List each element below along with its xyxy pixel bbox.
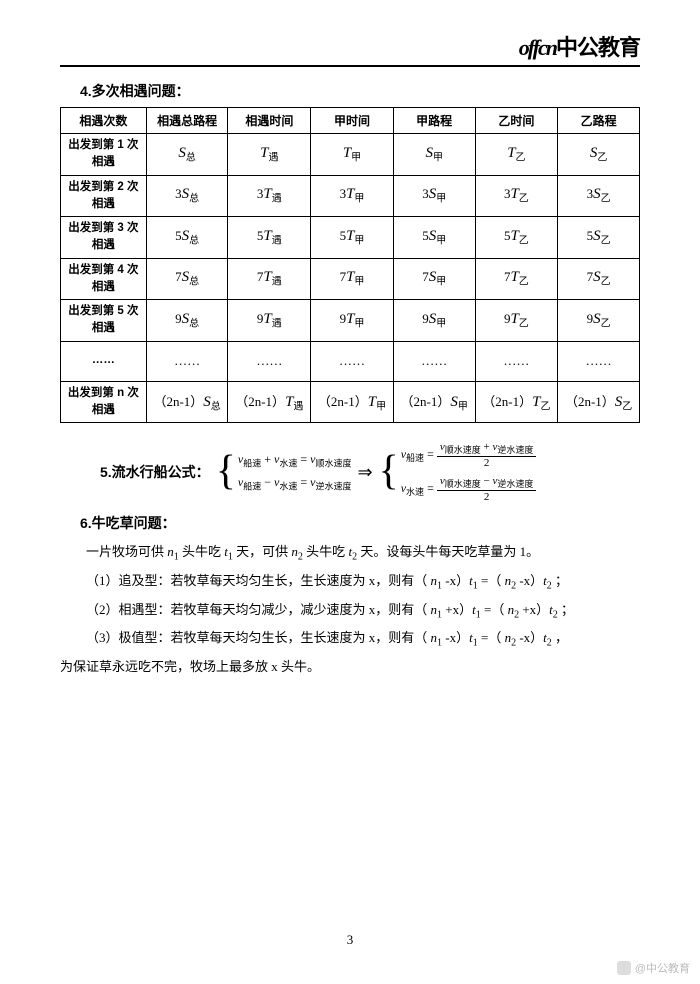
section6-title: 6.牛吃草问题： <box>80 513 640 533</box>
watermark: @中公教育 <box>617 960 690 976</box>
fraction: v顺水速度 − v逆水速度 2 <box>437 475 537 503</box>
table-cell: T甲 <box>311 134 394 176</box>
eqs-right: v船速 = v顺水速度 + v逆水速度 2 v水速 = v顺水速度 − v逆水速… <box>401 441 537 503</box>
col-header: 相遇总路程 <box>146 108 228 134</box>
section5-title: 5.流水行船公式： <box>100 462 210 482</box>
section5-row: 5.流水行船公式： { v船速 + v水速 = v顺水速度 v船速 − v水速 … <box>60 441 640 503</box>
table-cell: 5T甲 <box>311 217 394 259</box>
table-cell: T遇 <box>228 134 311 176</box>
logo-cn: 中公教育 <box>556 35 640 60</box>
paragraph: 一片牧场可供 n1 头牛吃 t1 天，可供 n2 头牛吃 t2 天。设每头牛每天… <box>60 539 640 568</box>
table-cell: （2n-1）T甲 <box>311 381 394 423</box>
left-brace-icon: { <box>216 453 236 491</box>
table-cell: …… <box>475 341 558 381</box>
table-cell: 5S总 <box>146 217 228 259</box>
table-cell: 3S乙 <box>558 175 640 217</box>
table-cell: …… <box>558 341 640 381</box>
table-cell: 9T遇 <box>228 300 311 342</box>
implies-arrow-icon: ⇒ <box>357 462 372 483</box>
table-cell: 7S甲 <box>393 258 475 300</box>
fraction: v顺水速度 + v逆水速度 2 <box>437 441 537 469</box>
table-cell: …… <box>311 341 394 381</box>
page-number: 3 <box>0 932 700 948</box>
table-row: …………………………………… <box>61 341 640 381</box>
table-cell: 7S乙 <box>558 258 640 300</box>
col-header: 甲时间 <box>311 108 394 134</box>
row-label: …… <box>61 341 147 381</box>
table-row: 出发到第 n 次相遇（2n-1）S总（2n-1）T遇（2n-1）T甲（2n-1）… <box>61 381 640 423</box>
row-label: 出发到第 4 次相遇 <box>61 258 147 300</box>
col-header: 乙路程 <box>558 108 640 134</box>
paragraph: （3）极值型：若牧草每天均匀生长，生长速度为 x，则有（ n1 -x）t1 =（… <box>60 625 640 654</box>
watermark-text: @中公教育 <box>635 960 690 976</box>
table-cell: 7T乙 <box>475 258 558 300</box>
table-cell: 9T甲 <box>311 300 394 342</box>
col-header: 甲路程 <box>393 108 475 134</box>
table-row: 出发到第 5 次相遇9S总9T遇9T甲9S甲9T乙9S乙 <box>61 300 640 342</box>
table-cell: 5S甲 <box>393 217 475 259</box>
left-brace-icon: { <box>379 453 399 491</box>
paragraph: 为保证草永远吃不完，牧场上最多放 x 头牛。 <box>60 654 640 680</box>
table-cell: （2n-1）S甲 <box>393 381 475 423</box>
formula-left-group: { v船速 + v水速 = v顺水速度 v船速 − v水速 = v逆水速度 <box>216 452 352 493</box>
paragraph: （2）相遇型：若牧草每天均匀减少，减少速度为 x，则有（ n1 +x）t1 =（… <box>60 597 640 626</box>
table-cell: 9S甲 <box>393 300 475 342</box>
table-cell: 9S乙 <box>558 300 640 342</box>
table-cell: 7T甲 <box>311 258 394 300</box>
table-cell: 7S总 <box>146 258 228 300</box>
brand-logo: offcn中公教育 <box>519 35 640 60</box>
table-cell: 5T遇 <box>228 217 311 259</box>
table-cell: S甲 <box>393 134 475 176</box>
table-cell: 3S总 <box>146 175 228 217</box>
col-header: 相遇时间 <box>228 108 311 134</box>
col-header: 相遇次数 <box>61 108 147 134</box>
row-label: 出发到第 5 次相遇 <box>61 300 147 342</box>
section6-body: 一片牧场可供 n1 头牛吃 t1 天，可供 n2 头牛吃 t2 天。设每头牛每天… <box>60 539 640 679</box>
table-header-row: 相遇次数 相遇总路程 相遇时间 甲时间 甲路程 乙时间 乙路程 <box>61 108 640 134</box>
table-cell: （2n-1）T乙 <box>475 381 558 423</box>
table-cell: …… <box>393 341 475 381</box>
eq-line: v船速 − v水速 = v逆水速度 <box>238 475 352 492</box>
section4-title: 4.多次相遇问题： <box>80 81 640 101</box>
table-cell: 5S乙 <box>558 217 640 259</box>
table-cell: 3T乙 <box>475 175 558 217</box>
row-label: 出发到第 1 次相遇 <box>61 134 147 176</box>
eq-line: v水速 = v顺水速度 − v逆水速度 2 <box>401 475 537 503</box>
page-header: offcn中公教育 <box>60 30 640 67</box>
row-label: 出发到第 n 次相遇 <box>61 381 147 423</box>
table-cell: （2n-1）T遇 <box>228 381 311 423</box>
table-cell: 9T乙 <box>475 300 558 342</box>
watermark-icon <box>617 961 631 975</box>
row-label: 出发到第 2 次相遇 <box>61 175 147 217</box>
table-row: 出发到第 4 次相遇7S总7T遇7T甲7S甲7T乙7S乙 <box>61 258 640 300</box>
table-cell: …… <box>228 341 311 381</box>
eqs-left: v船速 + v水速 = v顺水速度 v船速 − v水速 = v逆水速度 <box>238 452 352 493</box>
table-row: 出发到第 3 次相遇5S总5T遇5T甲5S甲5T乙5S乙 <box>61 217 640 259</box>
table-body: 出发到第 1 次相遇S总T遇T甲S甲T乙S乙出发到第 2 次相遇3S总3T遇3T… <box>61 134 640 423</box>
table-cell: 9S总 <box>146 300 228 342</box>
eq-line: v船速 + v水速 = v顺水速度 <box>238 452 352 469</box>
eq-line: v船速 = v顺水速度 + v逆水速度 2 <box>401 441 537 469</box>
table-cell: 7T遇 <box>228 258 311 300</box>
row-label: 出发到第 3 次相遇 <box>61 217 147 259</box>
table-cell: 3T甲 <box>311 175 394 217</box>
table-cell: 3T遇 <box>228 175 311 217</box>
table-row: 出发到第 1 次相遇S总T遇T甲S甲T乙S乙 <box>61 134 640 176</box>
table-cell: （2n-1）S总 <box>146 381 228 423</box>
paragraph: （1）追及型：若牧草每天均匀生长，生长速度为 x，则有（ n1 -x）t1 =（… <box>60 568 640 597</box>
document-page: offcn中公教育 4.多次相遇问题： 相遇次数 相遇总路程 相遇时间 甲时间 … <box>0 0 700 984</box>
table-cell: T乙 <box>475 134 558 176</box>
table-cell: 3S甲 <box>393 175 475 217</box>
meeting-table: 相遇次数 相遇总路程 相遇时间 甲时间 甲路程 乙时间 乙路程 出发到第 1 次… <box>60 107 640 423</box>
table-cell: S乙 <box>558 134 640 176</box>
formula-right-group: { v船速 = v顺水速度 + v逆水速度 2 v水速 = v顺水速度 − v逆… <box>379 441 537 503</box>
logo-en: offcn <box>519 35 556 60</box>
table-row: 出发到第 2 次相遇3S总3T遇3T甲3S甲3T乙3S乙 <box>61 175 640 217</box>
col-header: 乙时间 <box>475 108 558 134</box>
table-cell: S总 <box>146 134 228 176</box>
table-cell: 5T乙 <box>475 217 558 259</box>
table-cell: （2n-1）S乙 <box>558 381 640 423</box>
table-cell: …… <box>146 341 228 381</box>
